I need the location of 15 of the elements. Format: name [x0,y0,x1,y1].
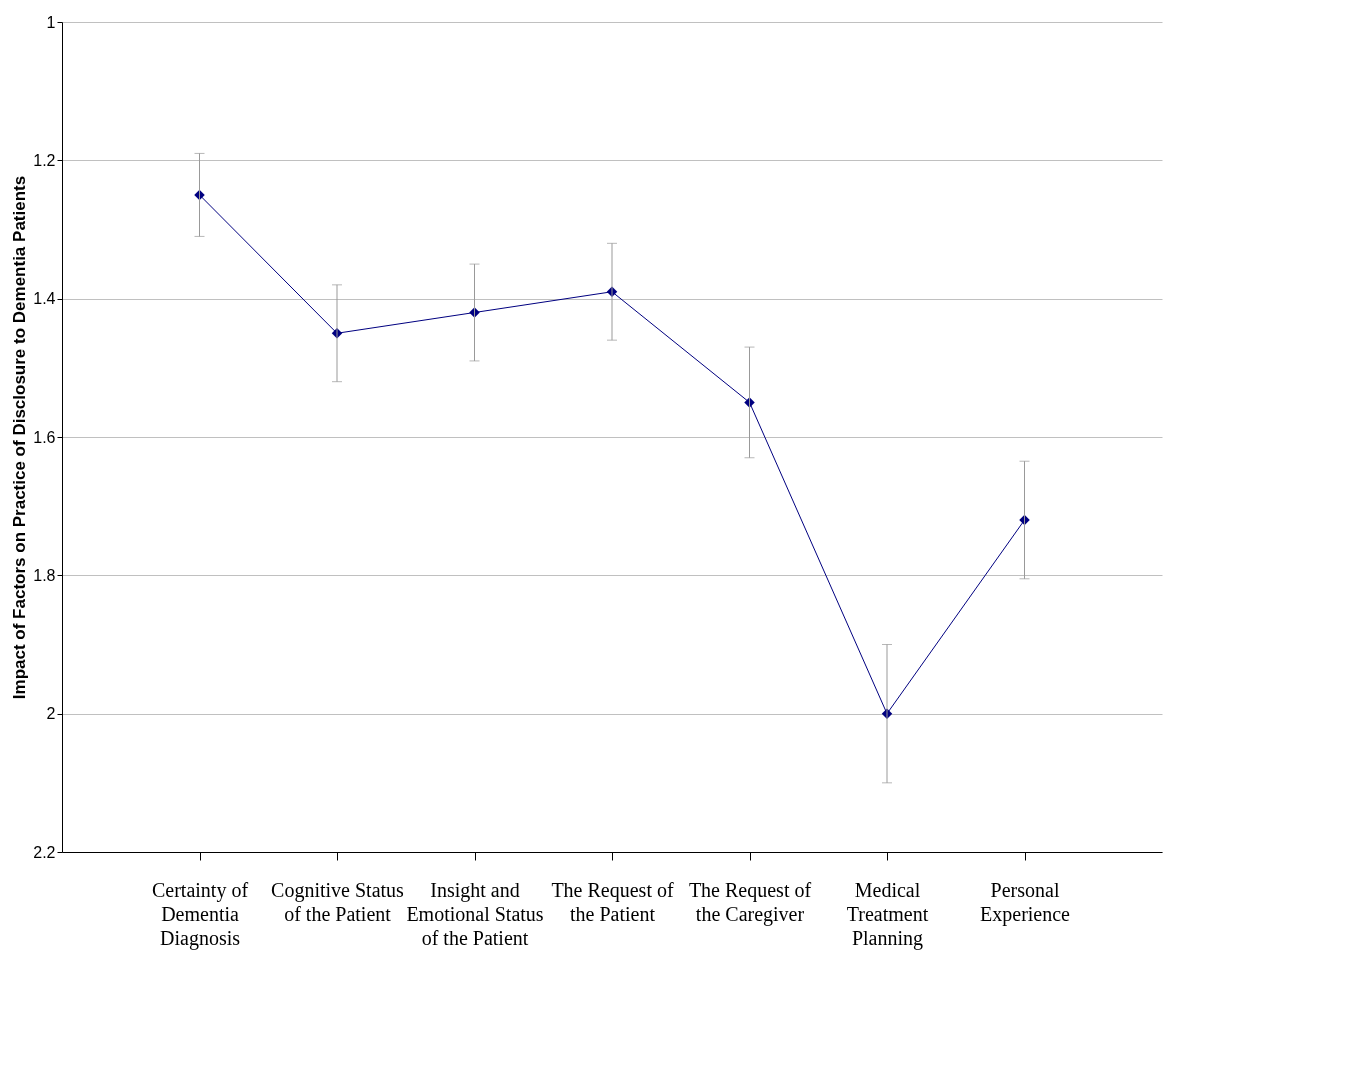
y-axis-title: Impact of Factors on Practice of Disclosure to Dementia Patients [10,175,30,700]
x-tick-label: Medical Treatment Planning [846,878,929,950]
x-tick-label: The Request of the Caregiver [688,878,812,926]
x-tick-label: Cognitive Status of the Patient [271,878,405,925]
y-tick-label: 2.2 [33,843,56,861]
y-tick-label: 1.8 [33,566,56,584]
y-tick-label: 1.6 [33,428,56,446]
y-tick-label: 1.4 [33,290,56,308]
x-tick-label: Insight and Emotional Status of the Patient [406,878,544,949]
y-tick-label: 1.2 [33,151,56,169]
x-tick-label: The Request of the Patient [551,878,674,925]
y-tick-label: 1 [46,13,56,31]
x-tick-label: Personal Experience [980,878,1071,926]
y-tick-label: 2 [46,705,56,723]
x-tick-label: Certainty of Dementia Diagnosis [151,878,249,950]
